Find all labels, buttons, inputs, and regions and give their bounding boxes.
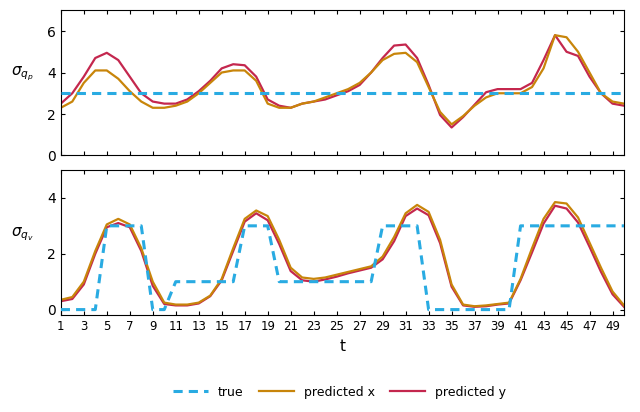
Y-axis label: $\sigma_{q_v}$: $\sigma_{q_v}$ [11, 225, 34, 243]
Y-axis label: $\sigma_{q_p}$: $\sigma_{q_p}$ [11, 65, 33, 83]
X-axis label: t: t [339, 339, 346, 353]
Legend: true, predicted x, predicted y: true, predicted x, predicted y [168, 381, 511, 404]
